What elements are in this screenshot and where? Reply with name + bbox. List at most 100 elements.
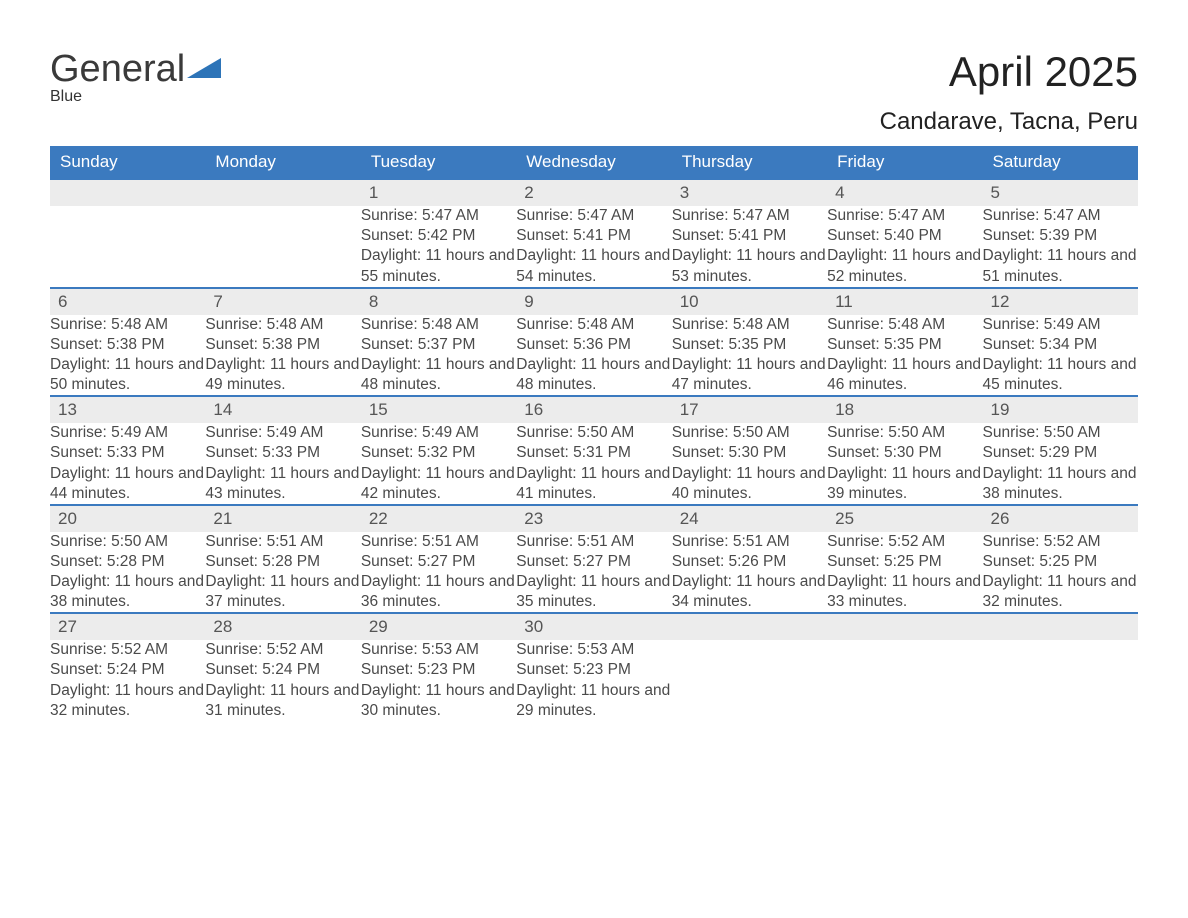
- sunset-line: Sunset: 5:38 PM: [205, 335, 360, 355]
- daylight-line: Daylight: 11 hours and 52 minutes.: [827, 246, 982, 286]
- calendar-daynum-row: 13141516171819: [50, 396, 1138, 423]
- sunset-line: Sunset: 5:26 PM: [672, 552, 827, 572]
- day-details-cell: Sunrise: 5:50 AMSunset: 5:29 PMDaylight:…: [983, 423, 1138, 505]
- daylight-line: Daylight: 11 hours and 38 minutes.: [50, 572, 205, 612]
- daylight-line: Daylight: 11 hours and 32 minutes.: [983, 572, 1138, 612]
- sunset-line: Sunset: 5:37 PM: [361, 335, 516, 355]
- sunrise-line: Sunrise: 5:50 AM: [983, 423, 1138, 443]
- day-details-cell: Sunrise: 5:50 AMSunset: 5:31 PMDaylight:…: [516, 423, 671, 505]
- day-number-cell: 21: [205, 505, 360, 532]
- day-number-cell: 8: [361, 288, 516, 315]
- day-number-cell: 2: [516, 179, 671, 206]
- sunrise-line: Sunrise: 5:48 AM: [50, 315, 205, 335]
- day-number-cell: 6: [50, 288, 205, 315]
- calendar-details-row: Sunrise: 5:50 AMSunset: 5:28 PMDaylight:…: [50, 532, 1138, 614]
- sunset-line: Sunset: 5:24 PM: [205, 660, 360, 680]
- sunrise-line: Sunrise: 5:50 AM: [672, 423, 827, 443]
- sunset-line: Sunset: 5:40 PM: [827, 226, 982, 246]
- day-details-cell: [672, 640, 827, 731]
- sunrise-line: Sunrise: 5:51 AM: [672, 532, 827, 552]
- day-number: 6: [50, 289, 205, 315]
- day-number-cell: 3: [672, 179, 827, 206]
- daylight-line: Daylight: 11 hours and 40 minutes.: [672, 464, 827, 504]
- daylight-line: Daylight: 11 hours and 31 minutes.: [205, 681, 360, 721]
- sunrise-line: Sunrise: 5:49 AM: [50, 423, 205, 443]
- day-number: 30: [516, 614, 671, 640]
- day-number-cell: 20: [50, 505, 205, 532]
- sunset-line: Sunset: 5:36 PM: [516, 335, 671, 355]
- sunrise-line: Sunrise: 5:51 AM: [205, 532, 360, 552]
- sunrise-line: Sunrise: 5:50 AM: [516, 423, 671, 443]
- day-number: 5: [983, 180, 1138, 206]
- sunrise-line: Sunrise: 5:52 AM: [205, 640, 360, 660]
- day-details-cell: Sunrise: 5:52 AMSunset: 5:25 PMDaylight:…: [983, 532, 1138, 614]
- day-number: 4: [827, 180, 982, 206]
- sunset-line: Sunset: 5:33 PM: [50, 443, 205, 463]
- daylight-line: Daylight: 11 hours and 44 minutes.: [50, 464, 205, 504]
- day-number-cell: 28: [205, 613, 360, 640]
- sunrise-line: Sunrise: 5:52 AM: [50, 640, 205, 660]
- day-details-cell: [983, 640, 1138, 731]
- sunset-line: Sunset: 5:30 PM: [827, 443, 982, 463]
- sunset-line: Sunset: 5:35 PM: [672, 335, 827, 355]
- sunset-line: Sunset: 5:39 PM: [983, 226, 1138, 246]
- day-number-cell: 9: [516, 288, 671, 315]
- daylight-line: Daylight: 11 hours and 35 minutes.: [516, 572, 671, 612]
- day-details-cell: Sunrise: 5:49 AMSunset: 5:34 PMDaylight:…: [983, 315, 1138, 397]
- sunset-line: Sunset: 5:38 PM: [50, 335, 205, 355]
- day-number: 17: [672, 397, 827, 423]
- sunrise-line: Sunrise: 5:47 AM: [983, 206, 1138, 226]
- day-number: 3: [672, 180, 827, 206]
- day-number-cell: 25: [827, 505, 982, 532]
- logo-word-1: General: [50, 50, 185, 88]
- day-number-cell: [672, 613, 827, 640]
- day-number-cell: 13: [50, 396, 205, 423]
- sunset-line: Sunset: 5:30 PM: [672, 443, 827, 463]
- sunrise-line: Sunrise: 5:49 AM: [205, 423, 360, 443]
- day-number: 2: [516, 180, 671, 206]
- day-details-cell: Sunrise: 5:51 AMSunset: 5:28 PMDaylight:…: [205, 532, 360, 614]
- daylight-line: Daylight: 11 hours and 53 minutes.: [672, 246, 827, 286]
- sunrise-line: Sunrise: 5:52 AM: [983, 532, 1138, 552]
- weekday-header: Saturday: [983, 146, 1138, 179]
- day-details-cell: Sunrise: 5:47 AMSunset: 5:41 PMDaylight:…: [672, 206, 827, 288]
- day-number-cell: 27: [50, 613, 205, 640]
- sunset-line: Sunset: 5:42 PM: [361, 226, 516, 246]
- daylight-line: Daylight: 11 hours and 33 minutes.: [827, 572, 982, 612]
- calendar-table: SundayMondayTuesdayWednesdayThursdayFrid…: [50, 146, 1138, 731]
- day-number-cell: [205, 179, 360, 206]
- day-number-cell: 10: [672, 288, 827, 315]
- day-details-cell: [50, 206, 205, 288]
- day-number-cell: 15: [361, 396, 516, 423]
- sunrise-line: Sunrise: 5:47 AM: [516, 206, 671, 226]
- sunset-line: Sunset: 5:32 PM: [361, 443, 516, 463]
- day-number-cell: 26: [983, 505, 1138, 532]
- sunrise-line: Sunrise: 5:49 AM: [983, 315, 1138, 335]
- daylight-line: Daylight: 11 hours and 49 minutes.: [205, 355, 360, 395]
- weekday-header: Tuesday: [361, 146, 516, 179]
- day-details-cell: Sunrise: 5:51 AMSunset: 5:27 PMDaylight:…: [516, 532, 671, 614]
- daylight-line: Daylight: 11 hours and 48 minutes.: [516, 355, 671, 395]
- day-details-cell: Sunrise: 5:47 AMSunset: 5:41 PMDaylight:…: [516, 206, 671, 288]
- day-number-cell: 1: [361, 179, 516, 206]
- day-number-cell: 16: [516, 396, 671, 423]
- sunrise-line: Sunrise: 5:51 AM: [361, 532, 516, 552]
- day-details-cell: [827, 640, 982, 731]
- sunset-line: Sunset: 5:23 PM: [361, 660, 516, 680]
- calendar-details-row: Sunrise: 5:48 AMSunset: 5:38 PMDaylight:…: [50, 315, 1138, 397]
- day-number: 18: [827, 397, 982, 423]
- day-number: 11: [827, 289, 982, 315]
- day-number: 1: [361, 180, 516, 206]
- day-number: 27: [50, 614, 205, 640]
- day-number-cell: 14: [205, 396, 360, 423]
- day-number: 10: [672, 289, 827, 315]
- weekday-header: Wednesday: [516, 146, 671, 179]
- day-details-cell: Sunrise: 5:48 AMSunset: 5:35 PMDaylight:…: [672, 315, 827, 397]
- calendar-daynum-row: 6789101112: [50, 288, 1138, 315]
- logo-word-2: Blue: [50, 88, 221, 106]
- day-number: 15: [361, 397, 516, 423]
- sunset-line: Sunset: 5:24 PM: [50, 660, 205, 680]
- calendar-details-row: Sunrise: 5:52 AMSunset: 5:24 PMDaylight:…: [50, 640, 1138, 731]
- sunrise-line: Sunrise: 5:48 AM: [205, 315, 360, 335]
- day-number: 29: [361, 614, 516, 640]
